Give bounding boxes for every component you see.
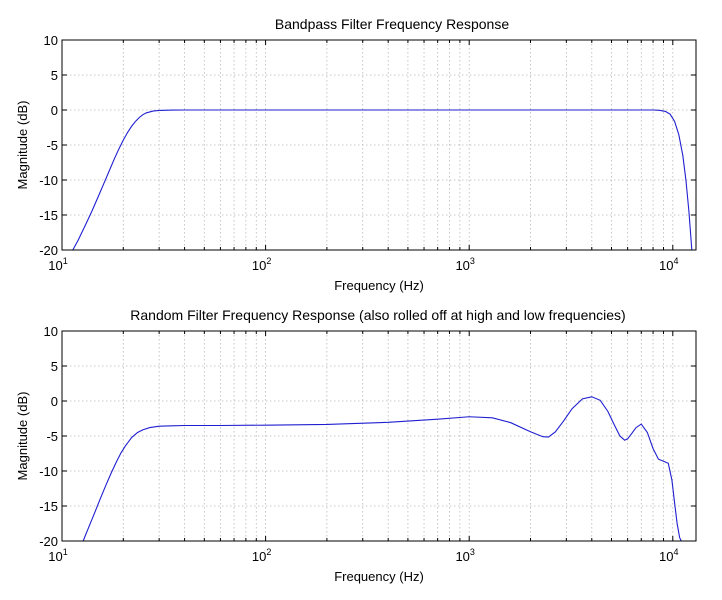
y-tick-label: -15 bbox=[39, 208, 58, 223]
x-tick-label: 103 bbox=[455, 256, 474, 273]
grid bbox=[62, 40, 696, 250]
series-line bbox=[82, 396, 682, 542]
y-tick-label: 0 bbox=[51, 394, 58, 409]
series-line bbox=[72, 109, 693, 251]
x-tick-label: 104 bbox=[659, 547, 678, 564]
chart-title: Random Filter Frequency Response (also r… bbox=[130, 307, 625, 323]
y-axis-label: Magnitude (dB) bbox=[15, 392, 30, 481]
chart-bandpass: Bandpass Filter Frequency Response -20 -1… bbox=[15, 16, 697, 293]
tick-marks bbox=[62, 39, 696, 251]
x-tick-labels: 101 102 103 104 bbox=[48, 547, 678, 564]
y-tick-label: 5 bbox=[51, 359, 58, 374]
tick-marks bbox=[62, 330, 696, 542]
x-tick-labels: 101 102 103 104 bbox=[48, 256, 678, 273]
x-axis-label: Frequency (Hz) bbox=[334, 278, 424, 293]
y-tick-label: -10 bbox=[39, 173, 58, 188]
y-tick-label: -5 bbox=[46, 138, 58, 153]
x-tick-label: 103 bbox=[455, 547, 474, 564]
y-axis-label: Magnitude (dB) bbox=[15, 101, 30, 190]
y-tick-label: -10 bbox=[39, 464, 58, 479]
y-tick-labels: -20 -15 -10 -5 0 5 10 bbox=[39, 33, 58, 258]
chart-title: Bandpass Filter Frequency Response bbox=[275, 16, 509, 32]
x-tick-label: 101 bbox=[48, 547, 67, 564]
x-tick-label: 104 bbox=[659, 256, 678, 273]
y-tick-label: 10 bbox=[44, 33, 58, 48]
x-axis-label: Frequency (Hz) bbox=[334, 569, 424, 584]
y-tick-label: -20 bbox=[39, 534, 58, 549]
x-tick-label: 101 bbox=[48, 256, 67, 273]
x-tick-label: 102 bbox=[252, 256, 271, 273]
x-tick-label: 102 bbox=[252, 547, 271, 564]
y-tick-label: -5 bbox=[46, 429, 58, 444]
grid bbox=[62, 331, 696, 541]
y-tick-label: 0 bbox=[51, 103, 58, 118]
y-tick-label: -20 bbox=[39, 243, 58, 258]
y-tick-label: 10 bbox=[44, 324, 58, 339]
chart-random-filter: Random Filter Frequency Response (also r… bbox=[15, 307, 697, 584]
y-tick-label: 5 bbox=[51, 68, 58, 83]
y-tick-label: -15 bbox=[39, 499, 58, 514]
y-tick-labels: -20 -15 -10 -5 0 5 10 bbox=[39, 324, 58, 549]
